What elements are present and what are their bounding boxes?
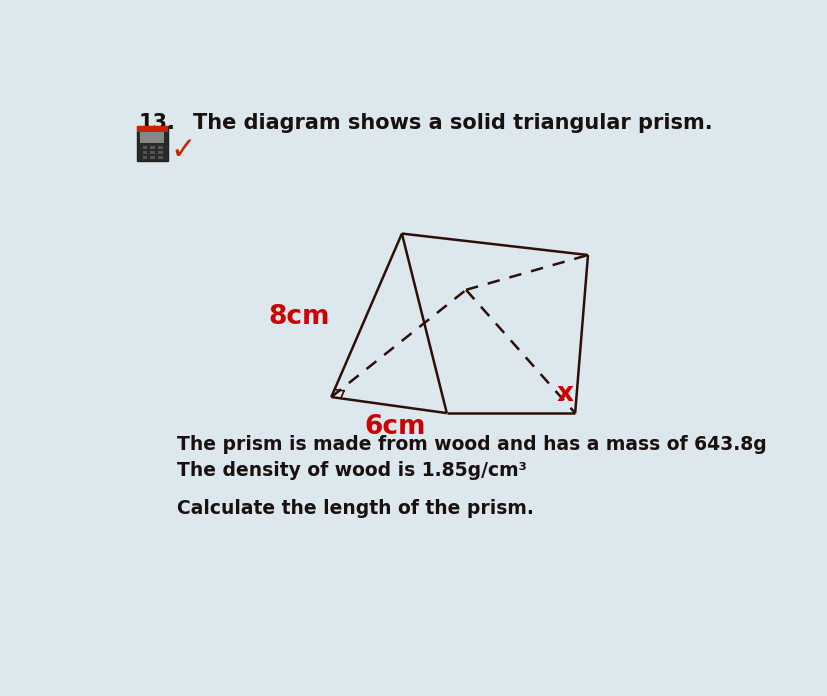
Text: x: x xyxy=(557,381,573,407)
Bar xyxy=(151,151,155,154)
Bar xyxy=(142,151,147,154)
Bar xyxy=(140,131,165,143)
Text: Calculate the length of the prism.: Calculate the length of the prism. xyxy=(177,499,533,518)
Text: The prism is made from wood and has a mass of 643.8g: The prism is made from wood and has a ma… xyxy=(177,434,766,454)
Bar xyxy=(158,146,162,149)
Bar xyxy=(158,156,162,159)
Bar xyxy=(142,146,147,149)
Text: 13.: 13. xyxy=(139,113,175,133)
Text: The density of wood is 1.85g/cm³: The density of wood is 1.85g/cm³ xyxy=(177,461,527,480)
Bar xyxy=(136,127,167,132)
Text: The diagram shows a solid triangular prism.: The diagram shows a solid triangular pri… xyxy=(193,113,712,133)
Text: ✓: ✓ xyxy=(170,136,196,165)
Text: 8cm: 8cm xyxy=(268,303,330,330)
Bar xyxy=(151,146,155,149)
Bar xyxy=(136,127,167,161)
Bar xyxy=(151,156,155,159)
Bar xyxy=(142,156,147,159)
Text: 6cm: 6cm xyxy=(364,413,426,439)
Bar xyxy=(158,151,162,154)
